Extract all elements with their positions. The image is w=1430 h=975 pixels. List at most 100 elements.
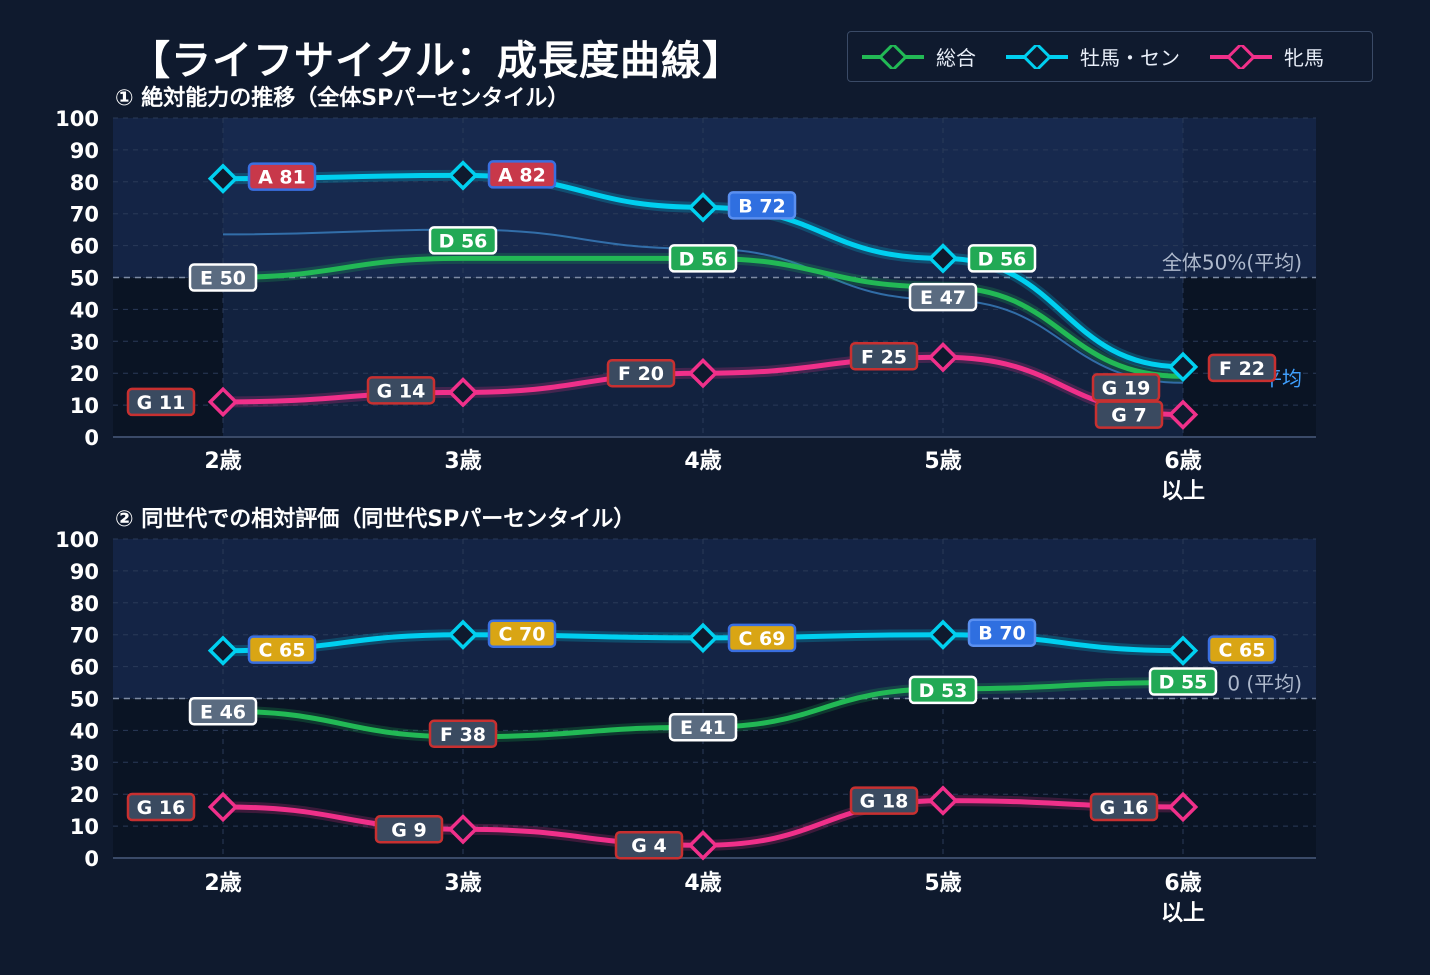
data-point-marker (687, 357, 719, 389)
data-label-box (908, 282, 978, 312)
data-label-text: G 18 (860, 791, 909, 813)
data-label-text: C 69 (739, 628, 786, 650)
legend-label-female: 牝馬 (1284, 46, 1324, 70)
data-label: G 9 (374, 815, 444, 844)
data-label-box (908, 675, 978, 705)
x-tick-label: 4歳 (684, 449, 721, 474)
data-point-marker (447, 377, 479, 408)
data-label-box (727, 191, 797, 220)
data-label-text: F 38 (440, 724, 486, 746)
data-label-box (668, 712, 738, 742)
data-label-text: G 7 (1111, 405, 1146, 427)
data-label-box (487, 619, 557, 648)
data-label: D 53 (908, 675, 978, 705)
data-label-box (188, 697, 258, 726)
data-label-box (606, 358, 676, 388)
data-label: A 81 (247, 162, 317, 191)
x-tick-label: 以上 (1161, 479, 1205, 504)
y-tick-label: 90 (70, 139, 99, 163)
data-label: D 56 (428, 226, 498, 255)
y-tick-label: 80 (70, 592, 99, 616)
y-tick-label: 20 (70, 362, 99, 386)
y-tick-label: 30 (70, 330, 99, 354)
data-label: D 55 (1148, 667, 1218, 696)
legend-item-female: 牝馬 (1208, 42, 1324, 71)
y-tick-label: 10 (70, 394, 99, 418)
data-label: B 70 (967, 618, 1037, 647)
data-point-marker (207, 635, 239, 666)
data-label-box (727, 623, 797, 653)
x-tick-label: 3歳 (444, 871, 481, 896)
data-point-marker (1167, 399, 1199, 430)
y-tick-label: 60 (70, 235, 99, 259)
data-label-text: G 16 (137, 797, 186, 819)
data-label-box (126, 792, 196, 822)
data-label: E 47 (908, 282, 978, 312)
y-tick-label: 90 (70, 560, 99, 584)
data-point-marker (927, 619, 959, 650)
data-label: G 16 (1089, 792, 1159, 822)
data-label-text: E 46 (200, 701, 246, 723)
data-label: G 18 (849, 786, 919, 815)
data-label-text: G 4 (631, 835, 666, 857)
data-label-text: E 41 (680, 717, 726, 739)
data-label-box (614, 830, 684, 860)
data-point-marker (207, 386, 239, 418)
data-label-text: C 65 (259, 640, 306, 662)
x-tick-label: 5歳 (924, 871, 961, 896)
y-tick-label: 60 (70, 656, 99, 680)
data-label-text: F 20 (618, 363, 664, 385)
y-tick-label: 100 (55, 107, 99, 131)
data-label-box (428, 226, 498, 255)
data-label-text: G 14 (377, 380, 426, 402)
data-label: F 22 (1207, 353, 1277, 383)
y-tick-label: 20 (70, 783, 99, 807)
data-label: A 82 (487, 160, 557, 189)
data-label-box (1148, 667, 1218, 696)
data-label-box (1091, 373, 1161, 402)
data-label-text: E 47 (920, 287, 966, 309)
y-tick-label: 50 (70, 267, 99, 291)
data-label: F 25 (849, 342, 919, 371)
data-label-box (1089, 792, 1159, 822)
y-tick-label: 80 (70, 171, 99, 195)
legend-label-male: 牡馬・セン (1080, 46, 1180, 70)
x-tick-label: 2歳 (204, 449, 241, 474)
data-label-text: D 53 (919, 680, 968, 702)
data-label: C 69 (727, 623, 797, 653)
y-tick-label: 10 (70, 815, 99, 839)
y-tick-label: 40 (70, 298, 99, 322)
data-label-text: C 70 (499, 624, 546, 646)
data-label-text: D 56 (439, 230, 488, 252)
data-label-box (188, 263, 258, 292)
data-label: G 16 (126, 792, 196, 822)
y-tick-label: 0 (84, 847, 99, 871)
y-tick-label: 0 (84, 426, 99, 450)
legend-swatch-female (1210, 44, 1272, 69)
data-label: E 50 (188, 263, 258, 292)
x-tick-label: 5歳 (924, 449, 961, 474)
legend: 総合 牡馬・セン 牝馬 (847, 31, 1373, 82)
data-label-text: G 9 (391, 819, 426, 841)
data-label: C 65 (247, 635, 317, 664)
data-label: C 70 (487, 619, 557, 648)
data-label-text: B 72 (738, 195, 786, 217)
series-line-1 (222, 172, 1184, 370)
data-label-box (849, 342, 919, 371)
data-label: D 56 (967, 244, 1037, 273)
chart-title: 【ライフサイクル：成長度曲線】 (130, 38, 743, 84)
y-tick-label: 100 (55, 528, 99, 552)
data-label-text: G 16 (1100, 797, 1149, 819)
legend-swatch-male (1006, 44, 1068, 69)
data-label-box (247, 635, 317, 664)
data-label: D 56 (668, 244, 738, 273)
data-label-box (1094, 400, 1164, 429)
data-label-box (1207, 353, 1277, 383)
data-label-text: A 82 (498, 164, 546, 186)
data-label: G 7 (1094, 400, 1164, 429)
data-point-marker (447, 814, 479, 845)
data-label-text: D 56 (978, 248, 1027, 270)
data-point-marker (927, 785, 959, 816)
